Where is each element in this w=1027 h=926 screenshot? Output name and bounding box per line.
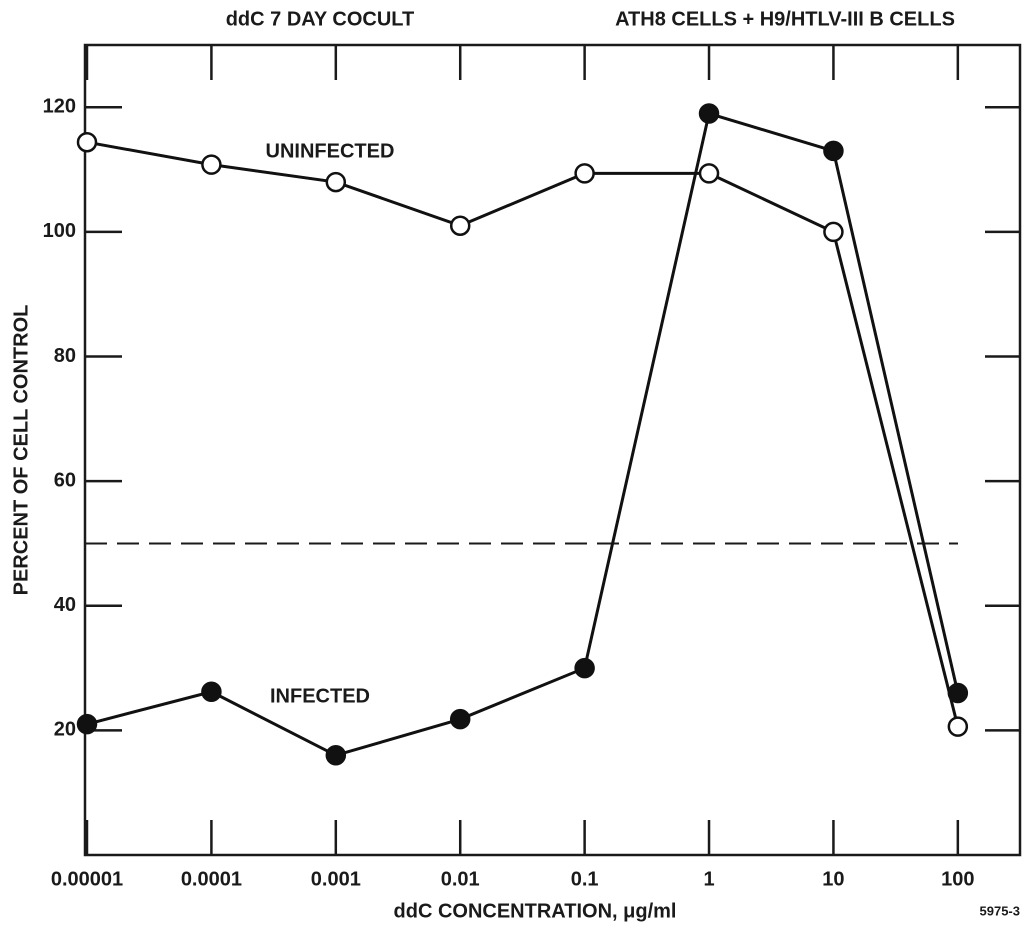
- y-tick-label: 80: [54, 345, 76, 367]
- data-point: [76, 713, 98, 735]
- data-point: [823, 140, 844, 162]
- data-point: [201, 681, 222, 703]
- x-axis-label: ddC CONCENTRATION, μg/ml: [394, 900, 677, 922]
- x-tick-label: 0.1: [571, 868, 599, 890]
- series-line: [86, 140, 960, 728]
- data-point: [449, 215, 471, 236]
- data-point: [823, 221, 844, 243]
- x-tick-label: 0.0001: [181, 868, 242, 890]
- series-label: INFECTED: [270, 685, 370, 707]
- x-tick-label: 0.001: [311, 868, 361, 890]
- data-point: [325, 171, 347, 193]
- data-point: [325, 745, 347, 766]
- title-right: ATH8 CELLS + H9/HTLV-III B CELLS: [615, 8, 955, 30]
- y-tick-label: 120: [43, 96, 76, 118]
- data-point: [698, 103, 720, 124]
- series-label: UNINFECTED: [266, 140, 395, 162]
- x-tick-label: 100: [941, 868, 974, 890]
- x-tick-label: 0.00001: [51, 868, 123, 890]
- data-point: [574, 163, 595, 184]
- y-tick-label: 100: [43, 220, 76, 242]
- data-point: [698, 163, 720, 184]
- y-tick-label: 20: [54, 719, 76, 741]
- data-point: [201, 154, 222, 175]
- data-point: [574, 657, 595, 679]
- title-left: ddC 7 DAY COCULT: [226, 8, 415, 30]
- data-point: [947, 716, 969, 737]
- x-tick-label: 1: [703, 868, 714, 890]
- plot-frame: [83, 43, 1022, 857]
- annotation: 5975-3: [980, 903, 1020, 918]
- x-tick-label: 10: [822, 868, 844, 890]
- data-point: [947, 682, 969, 704]
- y-tick-label: 60: [54, 469, 76, 491]
- y-tick-label: 40: [54, 594, 76, 616]
- y-axis-label: PERCENT OF CELL CONTROL: [10, 305, 32, 596]
- x-tick-label: 0.01: [441, 868, 480, 890]
- data-point: [449, 708, 471, 730]
- series-line: [86, 111, 960, 757]
- data-point: [76, 131, 98, 153]
